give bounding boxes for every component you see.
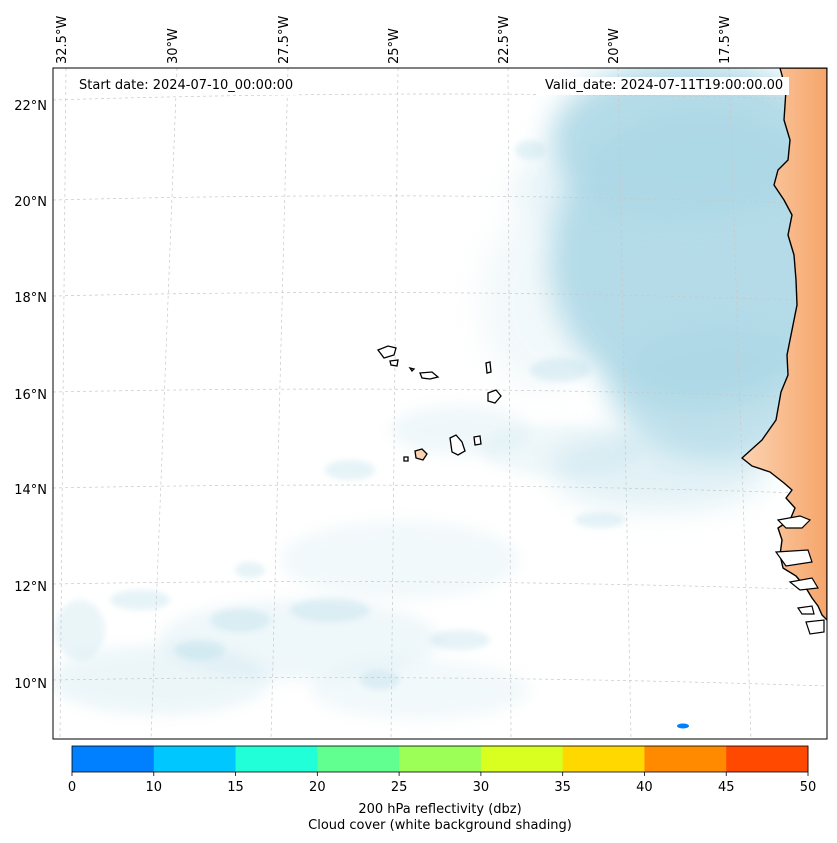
colorbar-frame xyxy=(71,745,809,773)
colorbar-tick-label: 30 xyxy=(473,780,490,795)
map-frame xyxy=(52,67,828,740)
lat-label: 18°N xyxy=(14,291,47,306)
lat-label: 10°N xyxy=(14,677,47,692)
colorbar-tick-label: 25 xyxy=(391,780,408,795)
coastal-islands xyxy=(774,515,825,635)
colorbar-tick-label: 45 xyxy=(718,780,735,795)
colorbar-tick-label: 50 xyxy=(800,780,817,795)
colorbar-sublabel: Cloud cover (white background shading) xyxy=(308,818,572,833)
colorbar-segment xyxy=(480,746,564,772)
colorbar-segment xyxy=(317,746,400,772)
lon-label: 22.5°W xyxy=(497,16,512,64)
lat-label: 16°N xyxy=(14,388,47,403)
reflectivity-blob xyxy=(677,723,689,729)
lat-label: 12°N xyxy=(14,580,47,595)
colorbar-tick-label: 10 xyxy=(146,780,163,795)
lon-labels: 32.5°W 30°W 27.5°W 25°W 22.5°W 20°W 17.5… xyxy=(55,16,733,64)
colorbar-segment xyxy=(726,746,809,772)
lon-label: 25°W xyxy=(387,28,402,64)
lon-label: 32.5°W xyxy=(55,16,70,64)
start-date-label: Start date: 2024-07-10_00:00:00 xyxy=(73,77,300,95)
lat-label: 14°N xyxy=(14,483,47,498)
lat-labels: 22°N 20°N 18°N 16°N 14°N 12°N 10°N xyxy=(14,99,47,692)
colorbar-tick-label: 35 xyxy=(554,780,571,795)
colorbar: 0 10 15 20 25 30 35 40 45 50 xyxy=(68,745,817,795)
lat-label: 22°N xyxy=(14,99,47,114)
lat-label: 20°N xyxy=(14,195,47,210)
colorbar-segment xyxy=(562,746,645,772)
colorbar-segment xyxy=(644,746,727,772)
colorbar-tick-label: 40 xyxy=(636,780,653,795)
cloud-cover-shading xyxy=(53,68,827,720)
colorbar-segment xyxy=(399,746,482,772)
lon-label: 20°W xyxy=(607,28,622,64)
graticule xyxy=(53,68,827,739)
colorbar-tick-label: 15 xyxy=(227,780,244,795)
cape-verde-islands xyxy=(376,345,502,462)
valid-date-label: Valid_date: 2024-07-11T19:00:00.00 xyxy=(539,77,790,95)
colorbar-tick-label: 0 xyxy=(68,780,76,795)
lon-label: 27.5°W xyxy=(277,16,292,64)
colorbar-segment xyxy=(153,746,237,772)
lon-label: 30°W xyxy=(166,28,181,64)
colorbar-segment xyxy=(235,746,318,772)
colorbar-label: 200 hPa reflectivity (dbz) xyxy=(358,802,522,817)
colorbar-tick-label: 20 xyxy=(309,780,326,795)
lon-label: 17.5°W xyxy=(718,16,733,64)
colorbar-segment xyxy=(72,746,155,772)
